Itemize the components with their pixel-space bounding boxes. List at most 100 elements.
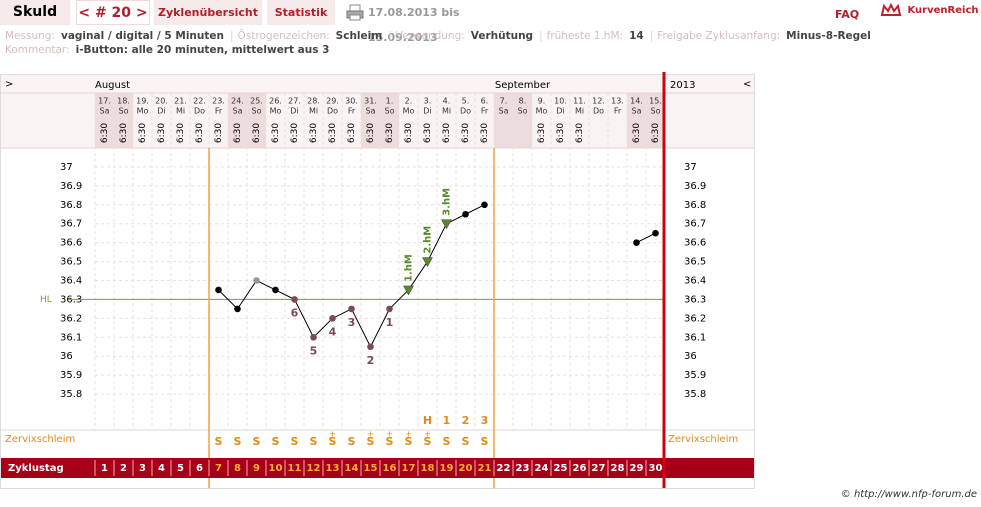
day-number: 31. bbox=[364, 97, 377, 106]
temperature-point bbox=[422, 257, 433, 268]
peak-label: 3 bbox=[481, 414, 489, 427]
day-number: 15. bbox=[649, 97, 662, 106]
weekday: Fr bbox=[614, 107, 622, 116]
mucus-symbol: S bbox=[481, 435, 489, 448]
peak-label: H bbox=[423, 414, 432, 427]
y-tick-label: 35.9 bbox=[684, 370, 706, 381]
cycle-day: 10 bbox=[269, 463, 283, 474]
weekday: Do bbox=[460, 107, 471, 116]
nav: < bbox=[743, 79, 751, 90]
time: 6:30 bbox=[366, 123, 376, 143]
time: 6:30 bbox=[461, 123, 471, 143]
logo-text[interactable]: KurvenReich bbox=[907, 5, 979, 16]
cycle-day: 3 bbox=[139, 463, 146, 474]
mucus-symbol: S bbox=[234, 435, 242, 448]
temperature-point bbox=[215, 286, 222, 294]
day-number: 14. bbox=[630, 97, 643, 106]
tab[interactable]: Zyklenübersicht bbox=[154, 0, 262, 25]
cover-label: 5 bbox=[310, 344, 318, 357]
weekday: Mo bbox=[137, 107, 149, 116]
cycle-day: 18 bbox=[421, 463, 435, 474]
nav: > bbox=[5, 79, 13, 90]
time: 6:30 bbox=[271, 123, 281, 143]
time: 6:30 bbox=[214, 123, 224, 143]
y-tick-label: 36.6 bbox=[60, 238, 82, 249]
tab[interactable]: Statistik bbox=[267, 0, 335, 25]
weekday: Mi bbox=[575, 107, 584, 116]
cycle-day: 25 bbox=[554, 463, 568, 474]
day-number: 19. bbox=[136, 97, 149, 106]
weekday: So bbox=[518, 107, 528, 116]
weekend-column bbox=[114, 93, 133, 148]
weekday: Di bbox=[423, 107, 431, 116]
mucus-title: Zervixschleim bbox=[668, 434, 738, 445]
cycle-day: 4 bbox=[158, 463, 165, 474]
y-tick-label: 36.2 bbox=[60, 313, 82, 324]
day-number: 28. bbox=[307, 97, 320, 106]
day-number: 24. bbox=[231, 97, 244, 106]
faq-link[interactable]: FAQ bbox=[834, 8, 860, 21]
cycle-day: 1 bbox=[101, 463, 108, 474]
weekend-column bbox=[228, 93, 247, 148]
temperature-point bbox=[481, 201, 488, 209]
y-tick-label: 36.3 bbox=[60, 294, 82, 305]
chart-frame bbox=[0, 74, 755, 489]
cycle-day: 17 bbox=[402, 463, 416, 474]
time: 6:30 bbox=[119, 123, 129, 143]
y-tick-label: 36 bbox=[684, 351, 697, 362]
weekday: Di bbox=[556, 107, 564, 116]
mucus-symbol: S bbox=[310, 435, 318, 448]
info-value: i-Button: alle 20 minuten, mittelwert au… bbox=[75, 44, 330, 56]
print-icon[interactable] bbox=[346, 4, 364, 21]
mucus-symbol: S bbox=[367, 435, 375, 448]
weekend-column bbox=[247, 93, 266, 148]
separator: | bbox=[230, 30, 234, 42]
weekday: Fr bbox=[348, 107, 356, 116]
info-line: Messung: vaginal / digital / 5 Minuten | Ös… bbox=[5, 30, 877, 42]
weekend-column bbox=[361, 93, 380, 148]
cycle-day: 5 bbox=[177, 463, 184, 474]
cycle-day: 20 bbox=[459, 463, 473, 474]
time: 6:30 bbox=[176, 123, 186, 143]
cycle-day: 23 bbox=[516, 463, 530, 474]
info-label: Verwendung: bbox=[395, 30, 465, 42]
temperature-point bbox=[348, 305, 355, 313]
day-number: 3. bbox=[424, 97, 432, 106]
cycle-day: 13 bbox=[326, 463, 340, 474]
day-number: 13. bbox=[611, 97, 624, 106]
info-label: Messung: bbox=[5, 30, 55, 42]
day-number: 30. bbox=[345, 97, 358, 106]
temperature-line bbox=[218, 204, 656, 348]
mucus-symbol: S bbox=[272, 435, 280, 448]
mucus-plus: + bbox=[386, 430, 393, 439]
time: 6:30 bbox=[252, 123, 262, 143]
day-number: 8. bbox=[519, 97, 527, 106]
temperature-point bbox=[403, 285, 414, 296]
day-number: 7. bbox=[500, 97, 508, 106]
y-tick-label: 36.1 bbox=[60, 332, 82, 343]
time: 6:30 bbox=[651, 123, 661, 143]
time: 6:30 bbox=[157, 123, 167, 143]
mucus-symbol: S bbox=[443, 435, 451, 448]
day-number: 18. bbox=[117, 97, 130, 106]
info-label: Östrogenzeichen: bbox=[237, 30, 330, 42]
y-tick-label: 35.9 bbox=[60, 370, 82, 381]
weekend-column bbox=[646, 93, 665, 148]
cover-label: 1 bbox=[386, 316, 394, 329]
mucus-symbol: S bbox=[405, 435, 413, 448]
info-value: Schleim bbox=[335, 30, 383, 42]
info-value: Minus-8-Regel bbox=[786, 30, 871, 42]
weekday: Mo bbox=[403, 107, 415, 116]
day-number: 17. bbox=[98, 97, 111, 106]
cycle-nav[interactable]: < # 20 > bbox=[76, 0, 150, 25]
y-tick-label: 36.7 bbox=[684, 219, 706, 230]
temperature-point bbox=[367, 343, 374, 351]
cycle-day: 19 bbox=[440, 463, 454, 474]
y-tick-label: 36.7 bbox=[60, 219, 82, 230]
cycle-day: 16 bbox=[383, 463, 397, 474]
separator: | bbox=[539, 30, 543, 42]
top-bar: Skuld < # 20 > Zyklenübersicht Statistik… bbox=[0, 0, 981, 44]
y-tick-label: 36.9 bbox=[684, 181, 706, 192]
temperature-point bbox=[329, 315, 336, 322]
